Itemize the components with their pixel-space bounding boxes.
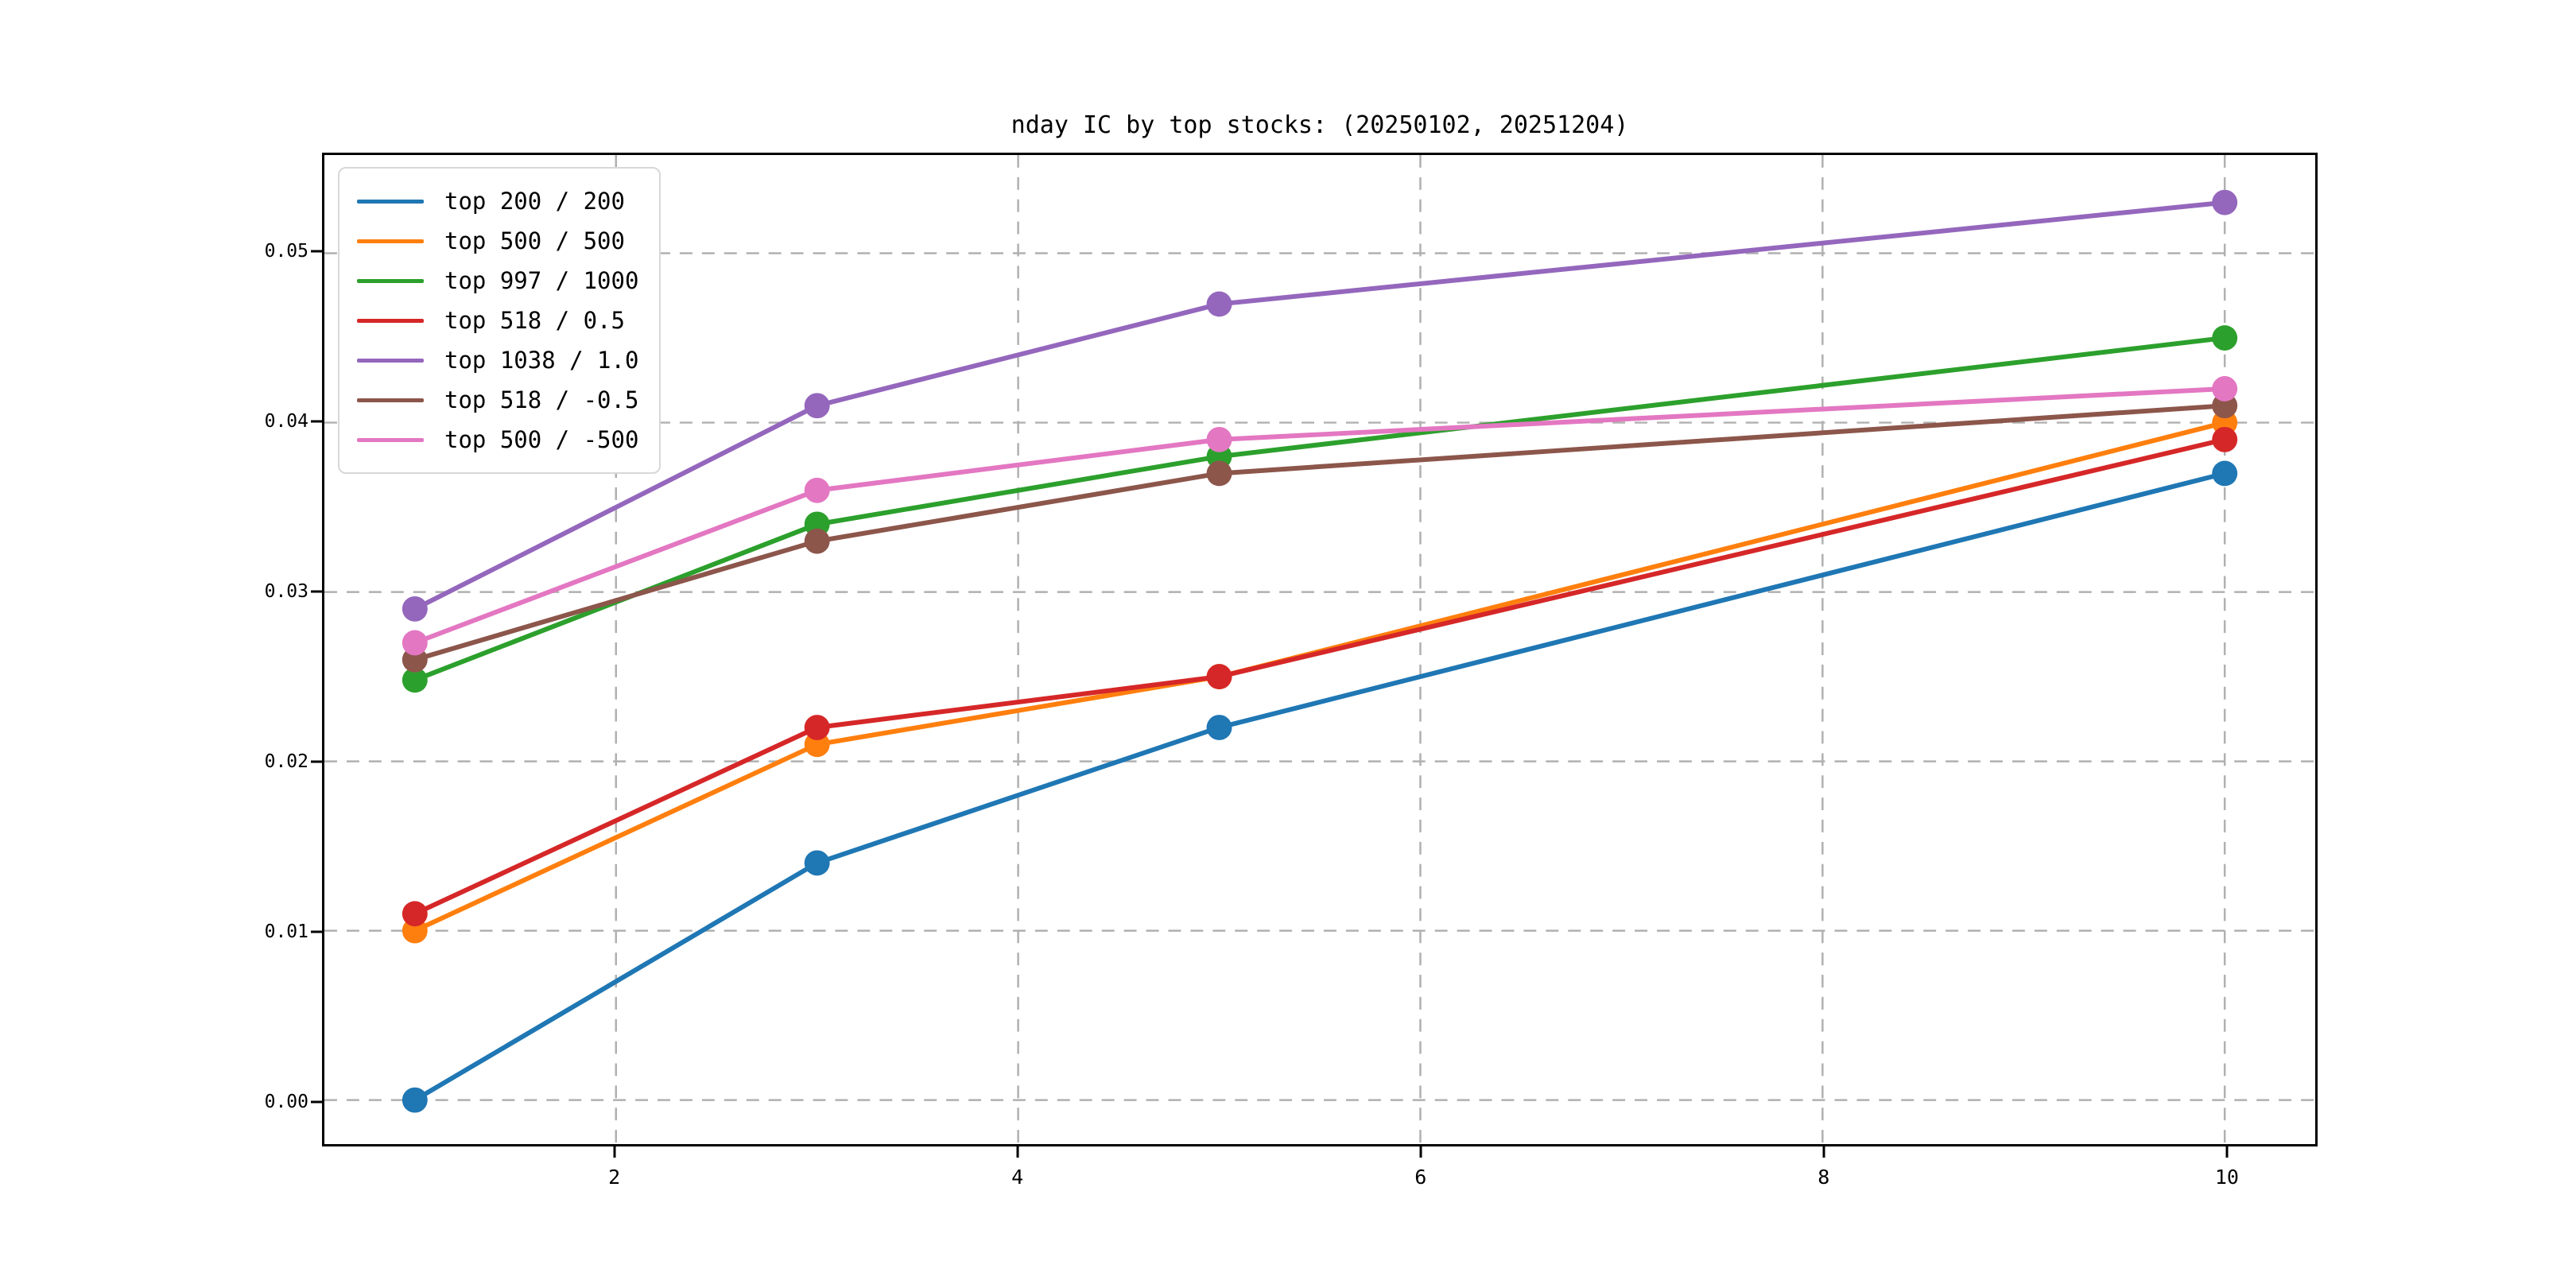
legend-color-swatch	[357, 239, 424, 243]
series-line	[412, 200, 2228, 611]
y-tick-label: 0.04	[264, 411, 308, 433]
data-point-marker	[804, 528, 830, 554]
y-tick-label: 0.00	[264, 1092, 308, 1113]
data-point-marker	[402, 901, 428, 927]
data-series-layer	[402, 189, 2238, 1113]
series-6	[402, 376, 2238, 656]
legend-item-label: top 1038 / 1.0	[444, 346, 639, 374]
series-line	[412, 420, 2228, 933]
legend-item[interactable]: top 500 / 500	[357, 221, 638, 261]
legend-color-swatch	[357, 278, 424, 283]
series-line	[412, 336, 2228, 683]
data-point-marker	[402, 596, 428, 622]
legend-item-label: top 997 / 1000	[444, 266, 639, 294]
data-point-marker	[804, 715, 830, 740]
x-tick-label: 6	[1414, 1166, 1427, 1189]
data-point-marker	[2212, 460, 2238, 487]
x-tick-mark	[1822, 1146, 1825, 1158]
data-point-marker	[402, 1087, 428, 1113]
legend-item-label: top 500 / 500	[444, 227, 625, 254]
x-tick-label: 8	[1818, 1166, 1830, 1189]
legend-color-swatch	[357, 199, 424, 204]
y-tick-mark	[311, 760, 322, 763]
legend-item-label: top 500 / -500	[444, 425, 639, 453]
legend-color-swatch	[357, 318, 424, 323]
y-tick-label: 0.05	[264, 241, 308, 262]
x-tick-mark	[2225, 1146, 2229, 1158]
y-tick-mark	[311, 590, 322, 593]
legend-item-label: top 518 / -0.5	[444, 386, 639, 413]
x-tick-mark	[1419, 1146, 1422, 1158]
y-tick-mark	[311, 420, 322, 423]
data-point-marker	[402, 630, 428, 656]
y-tick-mark	[311, 1100, 322, 1104]
x-tick-label: 2	[608, 1166, 621, 1189]
legend-item-label: top 200 / 200	[444, 187, 625, 215]
x-tick-label: 10	[2214, 1166, 2239, 1189]
legend-color-swatch	[357, 437, 424, 442]
series-1	[402, 409, 2238, 944]
series-0	[402, 460, 2238, 1113]
legend-item[interactable]: top 500 / -500	[357, 420, 638, 460]
legend-item[interactable]: top 518 / 0.5	[357, 301, 638, 340]
series-line	[412, 471, 2228, 1103]
data-point-marker	[2212, 426, 2238, 452]
legend-item[interactable]: top 200 / 200	[357, 181, 638, 221]
legend-item[interactable]: top 1038 / 1.0	[357, 340, 638, 380]
y-tick-mark	[311, 930, 322, 933]
series-line	[412, 386, 2228, 646]
page-title: nday IC by top stocks: (20250102, 202512…	[1011, 111, 1629, 139]
legend-item-label: top 518 / 0.5	[444, 306, 625, 334]
data-point-marker	[1206, 664, 1232, 690]
data-point-marker	[804, 477, 830, 503]
x-tick-mark	[613, 1146, 616, 1158]
x-tick-label: 4	[1011, 1166, 1024, 1189]
data-point-marker	[2212, 376, 2238, 402]
legend-item[interactable]: top 518 / -0.5	[357, 380, 638, 420]
data-point-marker	[1206, 460, 1232, 487]
data-point-marker	[804, 393, 830, 419]
chart-legend: top 200 / 200 top 500 / 500 top 997 / 1000…	[338, 167, 661, 474]
data-point-marker	[804, 850, 830, 876]
data-point-marker	[2212, 189, 2238, 215]
y-tick-label: 0.01	[264, 921, 308, 943]
y-tick-label: 0.03	[264, 581, 308, 603]
x-tick-mark	[1016, 1146, 1019, 1158]
legend-item[interactable]: top 997 / 1000	[357, 261, 638, 301]
data-point-marker	[1206, 715, 1232, 740]
legend-color-swatch	[357, 398, 424, 402]
data-point-marker	[2212, 325, 2238, 351]
series-2	[402, 325, 2238, 693]
series-line	[412, 403, 2228, 662]
series-3	[402, 426, 2238, 927]
data-point-marker	[402, 667, 428, 693]
data-point-marker	[1206, 291, 1232, 317]
series-line	[412, 436, 2228, 917]
legend-color-swatch	[357, 358, 424, 363]
y-tick-label: 0.02	[264, 751, 308, 773]
data-point-marker	[1206, 426, 1232, 452]
series-4	[402, 189, 2238, 622]
y-tick-mark	[311, 250, 322, 253]
